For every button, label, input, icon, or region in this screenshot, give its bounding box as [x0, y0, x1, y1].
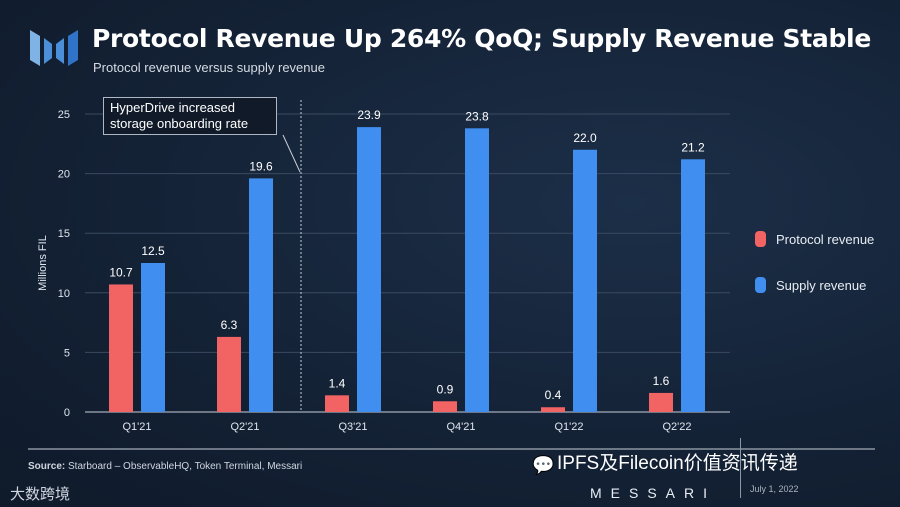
bar-protocol: [649, 392, 673, 412]
bar-supply: [141, 263, 165, 412]
data-label: 19.6: [249, 159, 273, 173]
y-axis-label: Millions FIL: [37, 235, 49, 291]
bar-protocol: [541, 407, 565, 412]
legend-swatch-red: [755, 231, 766, 247]
y-tick-label: 0: [64, 407, 70, 419]
x-tick-label: Q3'21: [338, 421, 367, 433]
source-text: Starboard – ObservableHQ, Token Terminal…: [68, 461, 303, 472]
y-tick-label: 5: [64, 347, 70, 359]
y-tick-label: 10: [58, 288, 70, 300]
legend-label: Supply revenue: [776, 277, 867, 293]
page-subtitle: Protocol revenue versus supply revenue: [93, 60, 325, 75]
data-label: 22.0: [573, 131, 597, 145]
source-label: Source:: [28, 461, 66, 472]
bar-protocol: [325, 395, 349, 412]
x-tick-label: Q2'22: [662, 421, 691, 433]
data-label: 21.2: [681, 140, 705, 154]
data-label: 23.9: [357, 108, 381, 122]
annotation-text: HyperDrive increased storage onboarding …: [110, 100, 249, 131]
watermark: IPFS及Filecoin价值资讯传递: [557, 453, 798, 474]
data-label: 23.8: [465, 109, 489, 123]
footer-divider: [740, 438, 741, 498]
data-label: 12.5: [141, 244, 165, 258]
data-label: 0.9: [437, 382, 454, 396]
report-date: July 1, 2022: [750, 484, 799, 494]
annotation-box: HyperDrive increased storage onboarding …: [103, 97, 277, 135]
data-label: 10.7: [109, 265, 133, 279]
bar-protocol: [217, 336, 241, 412]
messari-logo: [30, 28, 78, 73]
y-tick-label: 15: [58, 228, 70, 240]
bar-supply: [681, 159, 705, 412]
source-note: Source: Starboard – ObservableHQ, Token …: [28, 461, 302, 472]
wechat-icon: 💬: [532, 455, 555, 475]
bar-supply: [573, 149, 597, 412]
bar-protocol: [433, 401, 457, 412]
bar-supply: [465, 128, 489, 412]
legend-swatch-blue: [755, 277, 766, 293]
x-tick-label: Q4'21: [446, 421, 475, 433]
legend-label: Protocol revenue: [776, 231, 875, 247]
bar-supply: [357, 127, 381, 412]
watermark-2: 大数跨境: [10, 486, 71, 503]
bar-supply: [249, 178, 273, 412]
x-tick-label: Q1'21: [122, 421, 151, 433]
legend-supply: Supply revenue: [755, 277, 866, 293]
legend-protocol: Protocol revenue: [755, 231, 874, 247]
y-tick-label: 20: [58, 169, 70, 181]
annotation-pointer: [282, 134, 301, 173]
data-label: 1.6: [653, 374, 670, 388]
data-label: 6.3: [221, 318, 238, 332]
x-tick-label: Q1'22: [554, 421, 583, 433]
data-label: 0.4: [545, 388, 562, 402]
bar-protocol: [109, 284, 133, 412]
x-tick-label: Q2'21: [230, 421, 259, 433]
page-title: Protocol Revenue Up 264% QoQ; Supply Rev…: [92, 24, 871, 53]
y-tick-label: 25: [58, 109, 70, 121]
data-label: 1.4: [329, 376, 346, 390]
brand-wordmark: MESSARI: [590, 485, 717, 501]
